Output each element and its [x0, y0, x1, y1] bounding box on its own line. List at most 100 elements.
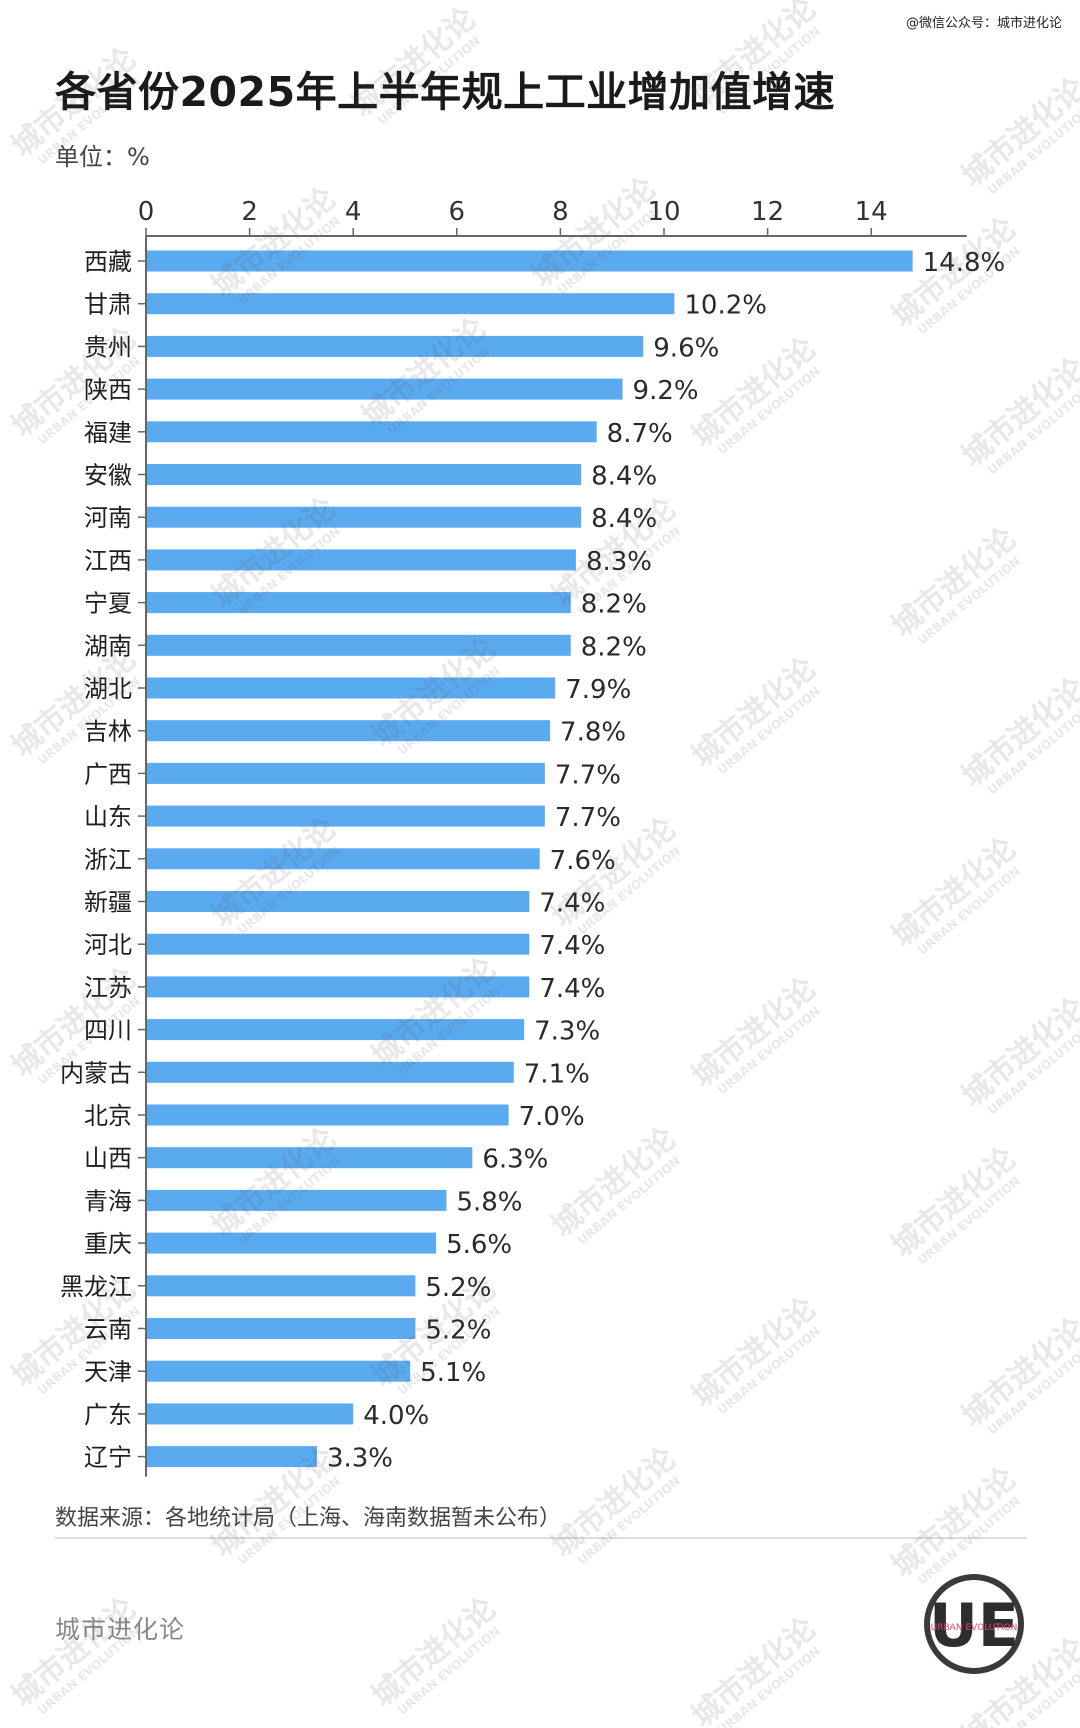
bar — [147, 976, 530, 998]
category-label: 宁夏 — [84, 590, 132, 618]
bar — [147, 634, 571, 656]
bar — [147, 464, 582, 485]
category-label: 辽宁 — [84, 1444, 132, 1472]
bar — [147, 933, 530, 955]
bar — [147, 549, 576, 571]
svg-text:城市进化论: 城市进化论 — [365, 1590, 503, 1714]
value-label: 5.6% — [446, 1230, 512, 1260]
value-label: 8.4% — [591, 504, 657, 534]
category-label: 江苏 — [84, 974, 132, 1002]
category-label: 安徽 — [84, 462, 132, 490]
bar — [147, 421, 597, 443]
category-label: 广东 — [84, 1401, 132, 1429]
x-tick-label: 14 — [855, 197, 888, 227]
value-label: 6.3% — [482, 1145, 548, 1175]
category-label: 山东 — [84, 803, 132, 831]
value-label: 5.8% — [456, 1187, 522, 1217]
bar — [147, 506, 582, 528]
bar — [147, 891, 530, 912]
bar — [147, 1232, 437, 1254]
category-label: 内蒙古 — [60, 1059, 132, 1087]
x-tick-label: 4 — [345, 197, 362, 227]
divider — [55, 1537, 1027, 1539]
bar — [147, 805, 545, 827]
value-label: 8.7% — [607, 419, 673, 449]
value-label: 4.0% — [363, 1401, 429, 1431]
value-label: 5.2% — [425, 1273, 491, 1303]
value-label: 8.2% — [581, 632, 647, 662]
value-label: 7.4% — [539, 974, 605, 1004]
category-label: 北京 — [84, 1102, 132, 1130]
value-label: 7.4% — [539, 889, 605, 919]
bar-chart: 0 2 4 6 8 10 12 14 西藏 14.8% 甘肃 10.2% 贵州 9.6% 陕西 9.2% 福建 8… — [60, 197, 1006, 1477]
bar — [147, 335, 644, 357]
value-label: 8.3% — [586, 547, 652, 577]
x-tick-label: 6 — [449, 197, 466, 227]
category-label: 天津 — [84, 1358, 132, 1386]
value-label: 7.7% — [555, 760, 621, 790]
bar — [147, 1360, 411, 1382]
bar — [147, 250, 913, 272]
x-tick-label: 10 — [647, 197, 680, 227]
category-label: 湖南 — [84, 632, 132, 660]
category-label: 西藏 — [84, 248, 132, 276]
logo-letters: UE — [929, 1591, 1019, 1661]
category-label: 福建 — [84, 419, 132, 447]
category-label: 湖北 — [84, 675, 132, 703]
unit-label: 单位：% — [55, 143, 150, 171]
value-label: 7.6% — [550, 846, 616, 876]
bar — [147, 762, 545, 784]
value-label: 9.2% — [633, 376, 699, 406]
value-label: 7.4% — [539, 931, 605, 961]
value-label: 8.2% — [581, 590, 647, 620]
category-label: 甘肃 — [84, 291, 132, 319]
svg-text:城市进化论: 城市进化论 — [685, 1610, 823, 1728]
credit-text: @微信公众号：城市进化论 — [905, 16, 1062, 31]
value-label: 8.4% — [591, 462, 657, 492]
category-label: 河南 — [84, 504, 132, 532]
bar — [147, 1446, 317, 1468]
value-label: 3.3% — [327, 1444, 393, 1474]
bar — [147, 1275, 416, 1297]
category-label: 重庆 — [84, 1230, 132, 1258]
x-tick-label: 8 — [552, 197, 569, 227]
value-label: 7.7% — [555, 803, 621, 833]
value-label: 5.1% — [420, 1358, 486, 1388]
data-source: 数据来源：各地统计局（上海、海南数据暂未公布） — [55, 1506, 562, 1531]
category-label: 陕西 — [84, 376, 132, 404]
value-label: 7.9% — [565, 675, 631, 705]
category-label: 广西 — [84, 760, 132, 788]
bar — [147, 1061, 514, 1083]
bar — [147, 1104, 509, 1126]
bar — [147, 1019, 525, 1041]
value-label: 10.2% — [684, 291, 767, 321]
category-label: 山西 — [84, 1145, 132, 1173]
category-label: 吉林 — [84, 718, 132, 746]
value-label: 7.8% — [560, 718, 626, 748]
bar — [147, 378, 623, 400]
value-label: 14.8% — [923, 248, 1006, 278]
logo-text: URBAN EVOLUTION — [931, 1623, 1018, 1633]
category-label: 江西 — [84, 547, 132, 575]
bar — [147, 1189, 447, 1211]
value-label: 7.1% — [524, 1059, 590, 1089]
brand-name: 城市进化论 — [55, 1615, 186, 1644]
x-tick-label: 2 — [241, 197, 258, 227]
category-label: 云南 — [84, 1316, 132, 1344]
category-label: 青海 — [84, 1187, 132, 1215]
bar — [147, 1147, 473, 1169]
bar — [147, 1318, 416, 1339]
category-label: 新疆 — [84, 889, 132, 917]
bar — [147, 592, 571, 614]
x-tick-label: 12 — [751, 197, 784, 227]
category-label: 黑龙江 — [60, 1273, 132, 1301]
svg-text:URBAN EVOLUTION: URBAN EVOLUTION — [715, 1644, 823, 1728]
category-label: 四川 — [84, 1017, 132, 1045]
brand-logo: UE URBAN EVOLUTION — [924, 1574, 1024, 1674]
value-label: 9.6% — [653, 333, 719, 363]
bar — [147, 848, 540, 870]
svg-text:URBAN EVOLUTION: URBAN EVOLUTION — [395, 1624, 503, 1718]
value-label: 5.2% — [425, 1316, 491, 1346]
